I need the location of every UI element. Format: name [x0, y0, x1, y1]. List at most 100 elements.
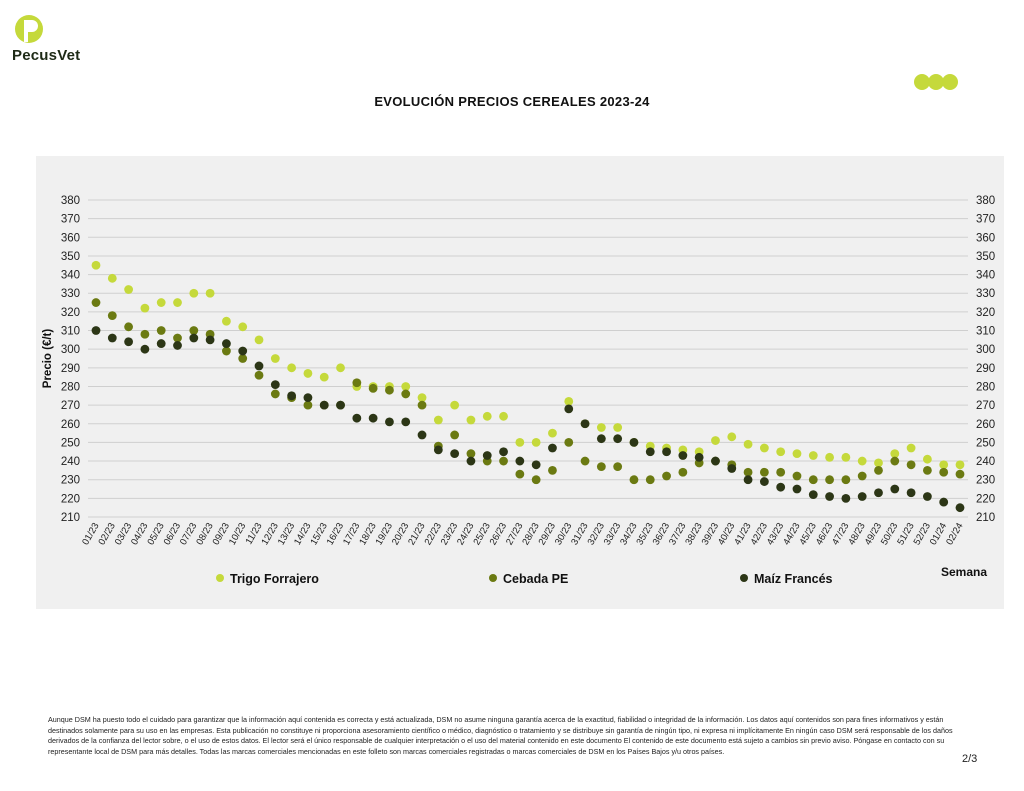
- point-ma-z-franc-s: [906, 488, 916, 498]
- point-cebada-pe: [678, 467, 688, 477]
- point-trigo-forrajero: [808, 451, 818, 460]
- point-ma-z-franc-s: [140, 344, 150, 354]
- point-ma-z-franc-s: [776, 482, 786, 492]
- y-axis-label: Precio (€/t): [42, 329, 54, 389]
- point-ma-z-franc-s: [645, 447, 655, 457]
- point-cebada-pe: [385, 385, 394, 395]
- y-tick-label-left: 270: [61, 400, 80, 412]
- point-trigo-forrajero: [189, 288, 199, 298]
- point-trigo-forrajero: [792, 449, 802, 458]
- point-ma-z-franc-s: [548, 443, 557, 453]
- point-cebada-pe: [580, 456, 590, 466]
- point-cebada-pe: [140, 329, 150, 339]
- point-trigo-forrajero: [450, 400, 460, 410]
- point-ma-z-franc-s: [254, 361, 264, 371]
- point-trigo-forrajero: [841, 452, 851, 462]
- point-cebada-pe: [808, 475, 818, 485]
- y-tick-label-left: 370: [61, 214, 80, 226]
- point-trigo-forrajero: [303, 369, 313, 378]
- point-trigo-forrajero: [596, 423, 606, 432]
- y-tick-label-right: 210: [976, 512, 995, 524]
- point-ma-z-franc-s: [368, 413, 378, 423]
- point-cebada-pe: [759, 467, 769, 477]
- point-ma-z-franc-s: [662, 447, 671, 457]
- point-ma-z-franc-s: [107, 333, 117, 343]
- point-trigo-forrajero: [874, 458, 883, 468]
- y-tick-label-right: 350: [976, 251, 995, 263]
- point-trigo-forrajero: [336, 363, 345, 373]
- point-trigo-forrajero: [254, 335, 264, 345]
- point-trigo-forrajero: [319, 372, 329, 382]
- point-ma-z-franc-s: [711, 456, 720, 466]
- point-ma-z-franc-s: [156, 339, 166, 348]
- point-cebada-pe: [743, 467, 753, 477]
- point-cebada-pe: [417, 400, 427, 410]
- y-tick-label-left: 230: [61, 475, 80, 487]
- point-ma-z-franc-s: [825, 492, 834, 501]
- point-ma-z-franc-s: [222, 339, 231, 348]
- point-cebada-pe: [124, 322, 134, 332]
- point-cebada-pe: [922, 465, 932, 475]
- point-ma-z-franc-s: [385, 417, 394, 427]
- y-tick-label-right: 380: [976, 195, 995, 207]
- point-cebada-pe: [629, 475, 639, 485]
- point-cebada-pe: [645, 475, 655, 485]
- point-trigo-forrajero: [417, 393, 427, 403]
- point-trigo-forrajero: [939, 460, 949, 470]
- point-cebada-pe: [238, 354, 248, 363]
- y-tick-label-left: 300: [61, 344, 80, 356]
- point-ma-z-franc-s: [270, 380, 280, 390]
- point-trigo-forrajero: [776, 447, 786, 457]
- point-ma-z-franc-s: [303, 393, 313, 403]
- point-cebada-pe: [222, 346, 231, 356]
- point-ma-z-franc-s: [629, 438, 639, 447]
- point-ma-z-franc-s: [580, 419, 590, 429]
- point-ma-z-franc-s: [678, 451, 688, 460]
- point-ma-z-franc-s: [874, 488, 883, 498]
- point-trigo-forrajero: [156, 298, 166, 307]
- point-cebada-pe: [548, 465, 557, 475]
- point-ma-z-franc-s: [189, 333, 199, 343]
- y-tick-label-right: 280: [976, 381, 995, 393]
- point-trigo-forrajero: [531, 438, 541, 447]
- point-cebada-pe: [515, 469, 525, 479]
- point-cebada-pe: [564, 438, 574, 447]
- brand-name: PecusVet: [12, 47, 81, 64]
- y-tick-label-left: 330: [61, 288, 80, 300]
- point-trigo-forrajero: [857, 456, 867, 466]
- point-ma-z-franc-s: [336, 400, 345, 410]
- point-trigo-forrajero: [564, 396, 574, 406]
- y-tick-label-left: 310: [61, 326, 80, 338]
- point-trigo-forrajero: [433, 415, 443, 425]
- point-ma-z-franc-s: [433, 445, 443, 455]
- point-cebada-pe: [450, 430, 460, 440]
- point-ma-z-franc-s: [939, 497, 949, 507]
- point-ma-z-franc-s: [564, 404, 574, 414]
- y-tick-label-left: 340: [61, 270, 80, 282]
- point-ma-z-franc-s: [890, 484, 900, 494]
- point-ma-z-franc-s: [401, 417, 411, 427]
- page-number: 2/3: [962, 753, 978, 765]
- y-tick-label-right: 230: [976, 475, 995, 487]
- point-ma-z-franc-s: [124, 337, 134, 347]
- point-cebada-pe: [401, 389, 411, 399]
- point-ma-z-franc-s: [857, 492, 867, 501]
- point-trigo-forrajero: [743, 439, 753, 449]
- y-tick-label-right: 240: [976, 456, 995, 468]
- y-tick-label-right: 310: [976, 326, 995, 338]
- point-trigo-forrajero: [466, 415, 476, 425]
- y-tick-label-left: 360: [61, 232, 80, 244]
- legend-label: Cebada PE: [503, 572, 568, 586]
- point-trigo-forrajero: [825, 452, 834, 462]
- point-cebada-pe: [613, 462, 623, 472]
- legend-marker: [216, 574, 224, 582]
- point-cebada-pe: [156, 326, 166, 335]
- point-cebada-pe: [825, 475, 834, 485]
- legend-marker: [740, 574, 748, 582]
- point-ma-z-franc-s: [238, 346, 248, 356]
- point-trigo-forrajero: [222, 316, 231, 326]
- disclaimer-text: Aunque DSM ha puesto todo el cuidado par…: [48, 715, 953, 756]
- point-cebada-pe: [662, 471, 671, 481]
- point-cebada-pe: [596, 462, 606, 472]
- y-tick-label-left: 380: [61, 195, 80, 207]
